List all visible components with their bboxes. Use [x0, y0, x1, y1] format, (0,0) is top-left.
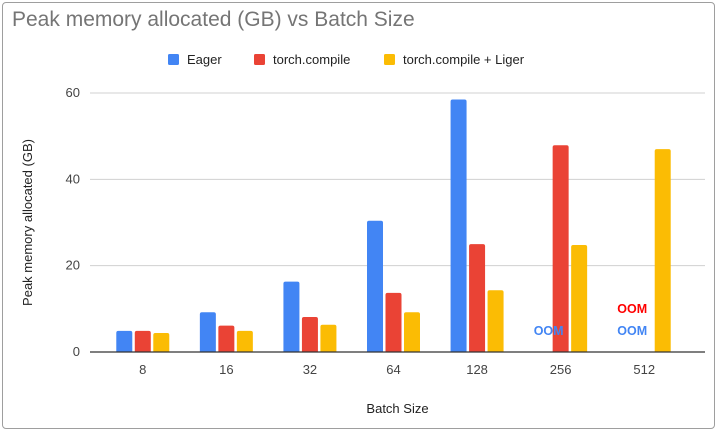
legend-label: Eager [187, 52, 222, 67]
bar-torch-compile [301, 317, 318, 352]
chart-title: Peak memory allocated (GB) vs Batch Size [12, 8, 415, 31]
bar-torch-compile-liger [320, 324, 337, 352]
bar-torch-compile-liger [236, 330, 253, 352]
x-tick-label: 128 [466, 362, 488, 377]
bar-torch-compile-liger [487, 290, 504, 352]
bar-eager [450, 99, 467, 352]
chart-border [2, 2, 715, 429]
bar-eager [283, 281, 300, 352]
y-tick-label: 0 [73, 344, 80, 359]
legend-label: torch.compile [273, 52, 350, 67]
x-tick-label: 64 [386, 362, 400, 377]
oom-annotation: OOM [617, 324, 647, 338]
bar-torch-compile [469, 244, 486, 352]
bar-torch-compile [218, 325, 235, 352]
x-axis-label: Batch Size [366, 401, 428, 416]
y-tick-label: 20 [66, 258, 80, 273]
legend-swatch [168, 54, 179, 65]
bar-torch-compile-liger [654, 149, 671, 352]
bar-eager [199, 312, 216, 352]
oom-annotation: OOM [534, 324, 564, 338]
bar-torch-compile [552, 145, 569, 352]
x-tick-label: 256 [550, 362, 572, 377]
legend-label: torch.compile + Liger [403, 52, 525, 67]
bar-eager [367, 220, 383, 352]
bar-torch-compile [134, 330, 151, 352]
bar-torch-compile-liger [153, 333, 170, 352]
bar-torch-compile-liger [571, 244, 588, 352]
x-tick-label: 512 [633, 362, 655, 377]
y-axis-label: Peak memory allocated (GB) [20, 139, 35, 306]
x-tick-label: 16 [219, 362, 233, 377]
legend-swatch [254, 54, 265, 65]
bar-torch-compile-liger [404, 312, 420, 352]
y-tick-label: 60 [66, 85, 80, 100]
legend-swatch [384, 54, 395, 65]
oom-annotation: OOM [617, 302, 647, 316]
y-tick-label: 40 [66, 171, 80, 186]
x-tick-label: 8 [139, 362, 146, 377]
bar-eager [116, 330, 133, 352]
bar-torch-compile [385, 292, 402, 352]
x-tick-label: 32 [303, 362, 317, 377]
